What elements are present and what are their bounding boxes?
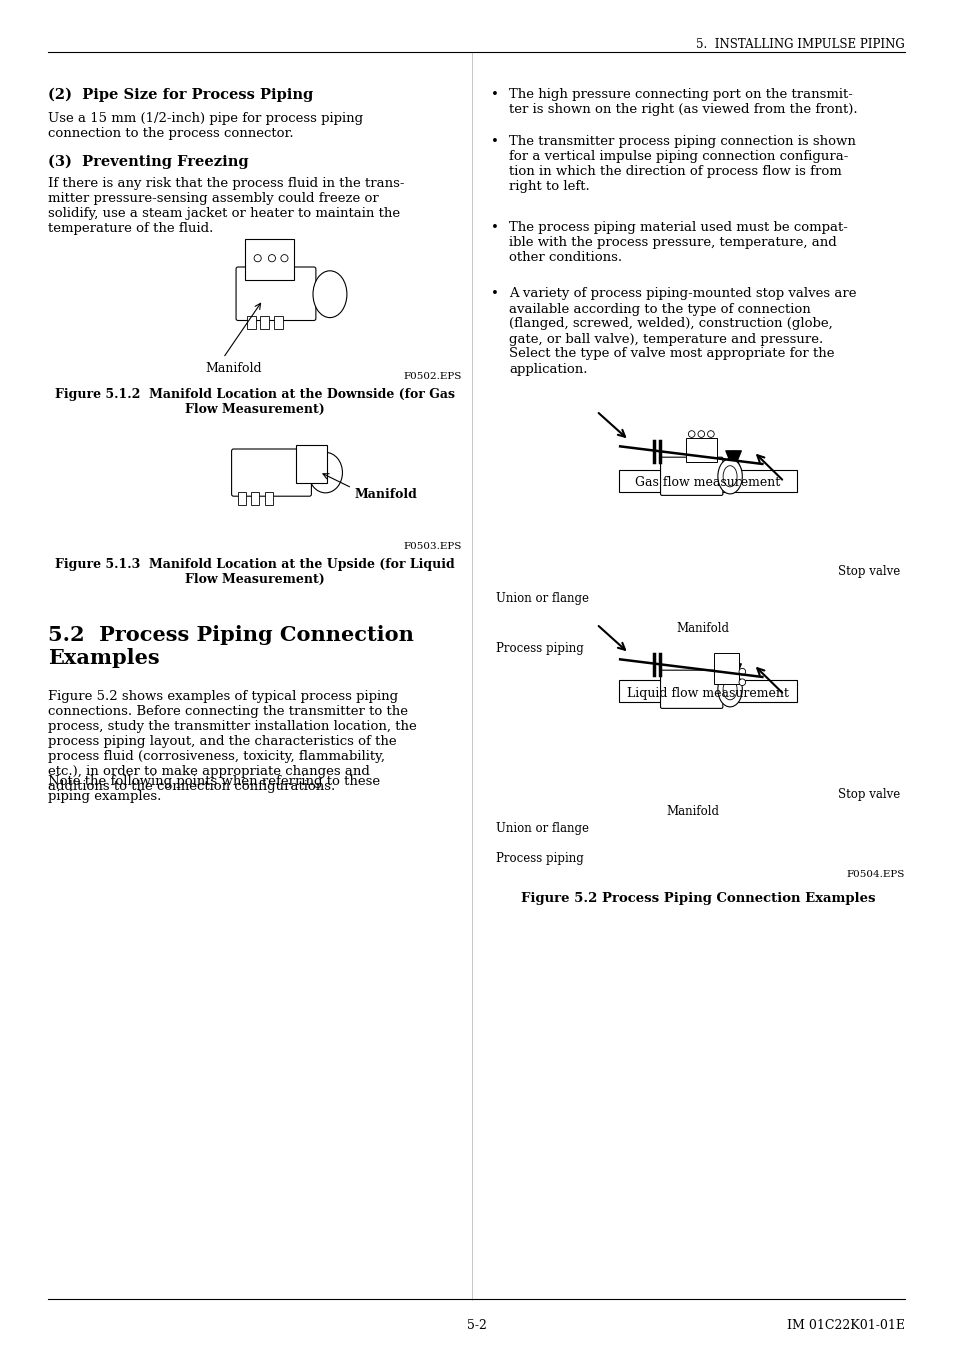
Text: Figure 5.1.3  Manifold Location at the Upside (for Liquid
Flow Measurement): Figure 5.1.3 Manifold Location at the Up… [55,558,455,586]
Text: IM 01C22K01-01E: IM 01C22K01-01E [786,1319,903,1332]
Text: •: • [491,222,498,234]
Text: Stop valve: Stop valve [837,565,899,578]
Text: Union or flange: Union or flange [496,592,589,605]
Text: F0504.EPS: F0504.EPS [845,870,903,880]
FancyBboxPatch shape [232,449,311,496]
Text: •: • [491,135,498,149]
Text: •: • [491,88,498,101]
Text: The high pressure connecting port on the transmit-
ter is shown on the right (as: The high pressure connecting port on the… [509,88,857,116]
Ellipse shape [717,459,741,494]
FancyBboxPatch shape [659,457,722,496]
Text: (3)  Preventing Freezing: (3) Preventing Freezing [48,155,249,169]
Polygon shape [725,451,740,470]
Text: Stop valve: Stop valve [837,788,899,801]
Text: Manifold: Manifold [676,621,729,635]
Bar [714,653,738,684]
Text: F0503.EPS: F0503.EPS [403,542,461,551]
Text: 5.  INSTALLING IMPULSE PIPING: 5. INSTALLING IMPULSE PIPING [696,38,903,51]
Bar [238,492,246,505]
Circle shape [739,669,745,676]
Text: Manifold: Manifold [205,362,262,376]
Bar [618,470,797,492]
Text: The transmitter process piping connection is shown
for a vertical impulse piping: The transmitter process piping connectio… [509,135,855,193]
Text: Process piping: Process piping [496,852,583,865]
Bar [618,680,797,703]
Text: Figure 5.2 shows examples of typical process piping
connections. Before connecti: Figure 5.2 shows examples of typical pro… [48,690,416,793]
Text: A variety of process piping-mounted stop valves are
available according to the t: A variety of process piping-mounted stop… [509,288,856,376]
Ellipse shape [313,270,347,317]
Circle shape [707,431,714,438]
Circle shape [268,254,275,262]
Circle shape [688,431,695,438]
Text: Manifold: Manifold [666,805,719,817]
Bar [274,316,282,330]
Text: The process piping material used must be compat-
ible with the process pressure,: The process piping material used must be… [509,222,847,263]
Ellipse shape [722,466,737,486]
Text: Manifold: Manifold [354,488,416,501]
Text: 5-2: 5-2 [466,1319,486,1332]
Circle shape [280,254,288,262]
Bar [295,444,327,482]
Polygon shape [725,663,740,684]
Ellipse shape [717,671,741,707]
Ellipse shape [722,678,737,700]
Text: Figure 5.1.2  Manifold Location at the Downside (for Gas
Flow Measurement): Figure 5.1.2 Manifold Location at the Do… [55,388,455,416]
Text: Union or flange: Union or flange [496,821,589,835]
Text: F0502.EPS: F0502.EPS [403,372,461,381]
Polygon shape [725,451,740,470]
Text: Figure 5.2 Process Piping Connection Examples: Figure 5.2 Process Piping Connection Exa… [520,892,875,905]
Bar [245,239,294,280]
Circle shape [739,680,745,685]
Bar [260,316,269,330]
Polygon shape [725,663,740,684]
Text: Liquid flow measurement: Liquid flow measurement [626,686,788,700]
Text: Gas flow measurement: Gas flow measurement [635,477,780,489]
Circle shape [253,254,261,262]
Circle shape [698,431,704,438]
Text: 5.2  Process Piping Connection
Examples: 5.2 Process Piping Connection Examples [48,626,414,669]
FancyBboxPatch shape [235,267,315,320]
Text: Use a 15 mm (1/2-inch) pipe for process piping
connection to the process connect: Use a 15 mm (1/2-inch) pipe for process … [48,112,363,141]
Text: If there is any risk that the process fluid in the trans-
mitter pressure-sensin: If there is any risk that the process fl… [48,177,404,235]
FancyBboxPatch shape [659,670,722,708]
Text: Note the following points when referring to these
piping examples.: Note the following points when referring… [48,775,380,802]
Text: •: • [491,288,498,300]
Bar [265,492,273,505]
Bar [252,492,259,505]
Text: (2)  Pipe Size for Process Piping: (2) Pipe Size for Process Piping [48,88,314,103]
Bar [247,316,255,330]
Text: Process piping: Process piping [496,642,583,655]
Bar [686,438,717,462]
Ellipse shape [308,453,342,493]
